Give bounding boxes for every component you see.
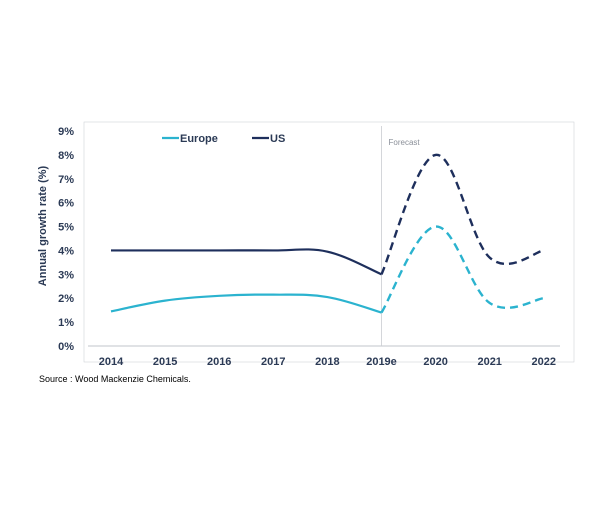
x-tick-label: 2015 — [153, 356, 177, 368]
source-note: Source : Wood Mackenzie Chemicals. — [39, 374, 191, 384]
y-tick-label: 8% — [58, 150, 74, 162]
y-axis-ticks: 0% 1% 2% 3% 4% 5% 6% 7% 8% 9% — [58, 126, 74, 353]
y-tick-label: 2% — [58, 293, 74, 305]
y-tick-label: 9% — [58, 126, 74, 138]
x-tick-label: 2017 — [261, 356, 285, 368]
forecast-label: Forecast — [389, 138, 421, 147]
x-tick-label: 2018 — [315, 356, 339, 368]
y-tick-label: 6% — [58, 198, 74, 210]
x-tick-label: 2022 — [532, 356, 556, 368]
y-tick-label: 1% — [58, 317, 74, 329]
y-tick-label: 0% — [58, 341, 74, 353]
x-axis-ticks: 2014 2015 2016 2017 2018 2019e 2020 2021 2022 — [99, 356, 556, 368]
x-tick-label: 2019e — [366, 356, 397, 368]
series-line-us-forecast — [380, 153, 545, 275]
plot-frame — [83, 121, 575, 363]
series-lines — [110, 153, 545, 314]
y-tick-label: 4% — [58, 245, 74, 257]
series-line-europe-forecast — [380, 225, 545, 314]
y-tick-label: 7% — [58, 174, 74, 186]
y-tick-label: 3% — [58, 269, 74, 281]
x-tick-label: 2016 — [207, 356, 231, 368]
series-line-us-actual — [111, 248, 382, 276]
x-tick-label: 2014 — [99, 356, 124, 368]
legend-label-europe: Europe — [180, 133, 218, 145]
y-axis-label: Annual growth rate (%) — [37, 165, 49, 286]
legend-label-us: US — [270, 133, 285, 145]
x-tick-label: 2021 — [477, 356, 501, 368]
x-tick-label: 2020 — [423, 356, 447, 368]
series-line-europe-actual — [110, 293, 382, 314]
legend: Europe US — [162, 133, 285, 145]
y-tick-label: 5% — [58, 222, 74, 234]
